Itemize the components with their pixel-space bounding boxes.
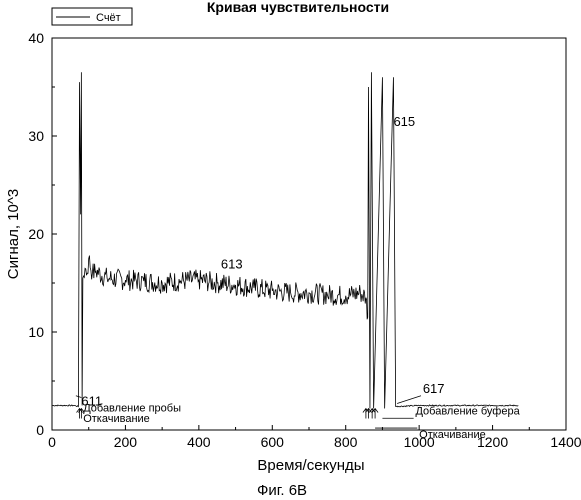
x-tick-label: 400 <box>187 434 211 450</box>
y-tick-label: 0 <box>36 422 44 438</box>
x-tick-label: 800 <box>334 434 358 450</box>
annotation-label: 617 <box>423 381 445 396</box>
figure-caption: Фиг. 6B <box>257 482 307 499</box>
chart-title: Кривая чувствительности <box>207 0 389 15</box>
x-tick-label: 200 <box>114 434 138 450</box>
x-tick-label: 0 <box>48 434 56 450</box>
annotation-event-label: Откачивание <box>419 429 486 441</box>
leader-line-617 <box>397 396 421 404</box>
axis-ticks: 0200400600800100012001400010203040 <box>28 30 581 450</box>
plot-area <box>52 38 566 430</box>
event-arrow <box>363 409 369 419</box>
y-tick-label: 40 <box>28 30 44 46</box>
legend: Счёт <box>52 8 132 25</box>
x-axis-label: Время/секунды <box>257 457 364 474</box>
y-tick-label: 20 <box>28 226 44 242</box>
annotation-event-label: Добавление буфера <box>415 405 520 417</box>
x-tick-label: 1400 <box>550 434 581 450</box>
annotation-event-label: Откачивание <box>83 413 150 425</box>
annotation-label: 615 <box>393 114 415 129</box>
y-tick-label: 30 <box>28 128 44 144</box>
annotation-label: 613 <box>221 256 243 271</box>
y-axis-label: Сигнал, 10^3 <box>5 189 22 279</box>
x-tick-label: 600 <box>261 434 285 450</box>
legend-entry: Счёт <box>96 12 121 24</box>
series-layer <box>52 72 518 408</box>
y-tick-label: 10 <box>28 324 44 340</box>
series-line-schet <box>52 72 518 408</box>
plot-frame <box>52 38 566 430</box>
